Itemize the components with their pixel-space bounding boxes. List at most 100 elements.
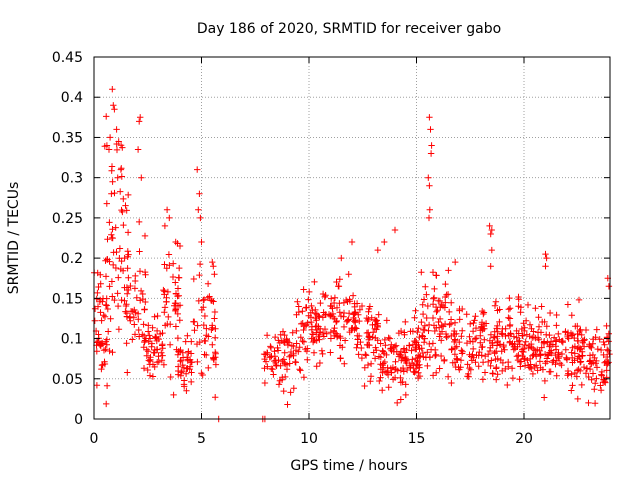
data-point [362, 351, 369, 358]
data-point [401, 329, 408, 336]
data-point [196, 271, 203, 279]
data-point [356, 317, 363, 325]
data-point [208, 326, 215, 333]
data-point [133, 294, 140, 301]
data-point [442, 280, 449, 288]
axis-ticks: 0 5 10 15 20 0 0.05 0.1 0.15 0.2 0.25 0.3 0.35 0.4 0.4… [52, 50, 610, 447]
data-point [592, 334, 599, 341]
x-axis-label: GPS time / hours [290, 458, 407, 474]
data-point [308, 318, 315, 326]
data-point [520, 355, 528, 362]
data-point [175, 348, 182, 355]
data-point [367, 378, 374, 385]
data-point [367, 360, 375, 367]
data-point [144, 348, 152, 355]
data-point [295, 308, 302, 316]
data-point [421, 322, 429, 329]
data-point [332, 318, 340, 326]
data-point [204, 280, 212, 287]
data-point [432, 272, 440, 279]
data-point [391, 226, 399, 234]
data-point [487, 230, 494, 238]
data-point [196, 338, 203, 346]
data-point [529, 370, 537, 378]
data-point [539, 366, 547, 373]
data-point [564, 372, 571, 379]
data-point [583, 365, 590, 372]
data-point [312, 306, 319, 314]
data-point [145, 328, 152, 335]
data-point [280, 387, 287, 395]
data-point [394, 367, 401, 374]
data-point [145, 357, 152, 364]
data-point [563, 355, 571, 363]
data-point [433, 369, 440, 376]
data-point [127, 282, 134, 290]
data-point [279, 328, 287, 335]
data-point [568, 387, 575, 394]
data-point [598, 368, 606, 376]
data-point [151, 349, 158, 356]
data-point [275, 381, 283, 388]
data-point [157, 330, 164, 338]
data-point [211, 308, 219, 316]
data-point [124, 369, 131, 376]
data-point [442, 330, 450, 338]
data-point [519, 332, 526, 339]
data-point [603, 374, 610, 381]
data-point [355, 332, 363, 340]
data-point [146, 357, 154, 365]
data-point [589, 340, 596, 347]
data-point [91, 305, 99, 312]
data-point [200, 296, 208, 303]
data-point [482, 320, 490, 327]
data-point [456, 316, 463, 323]
data-point [448, 379, 455, 387]
data-point [203, 332, 210, 339]
data-point [121, 254, 128, 262]
data-point [309, 331, 317, 338]
data-point [579, 339, 586, 346]
data-point [426, 182, 433, 189]
data-point [571, 334, 578, 342]
data-point [424, 349, 431, 356]
data-point [180, 364, 188, 371]
data-point [440, 323, 447, 330]
data-point [269, 366, 276, 373]
data-point [161, 309, 168, 316]
data-point [313, 326, 321, 334]
data-point [174, 285, 182, 292]
data-point [377, 374, 384, 381]
data-point [436, 365, 443, 372]
data-point [93, 348, 100, 355]
data-point [521, 341, 528, 349]
data-point [429, 301, 437, 308]
data-point [102, 301, 110, 309]
data-point [488, 357, 495, 364]
data-point [101, 313, 109, 320]
data-point [148, 340, 156, 347]
data-point [123, 340, 130, 347]
y-tick-label: 0.15 [52, 291, 83, 307]
data-point [565, 335, 572, 342]
data-point [569, 359, 576, 366]
data-point [287, 389, 294, 396]
data-point [527, 355, 534, 363]
data-point [553, 311, 560, 319]
data-point [447, 320, 455, 327]
data-point [175, 274, 182, 281]
data-point [391, 343, 399, 350]
data-point [343, 318, 350, 325]
data-point [283, 336, 290, 344]
data-point [284, 401, 291, 408]
data-point [439, 302, 447, 310]
data-point [102, 346, 109, 353]
data-point [120, 195, 127, 203]
data-point [100, 312, 107, 319]
data-point [496, 306, 503, 313]
data-point [155, 353, 162, 360]
data-point [295, 348, 302, 355]
data-point [194, 358, 201, 366]
data-point [568, 349, 575, 356]
data-point [118, 173, 125, 180]
